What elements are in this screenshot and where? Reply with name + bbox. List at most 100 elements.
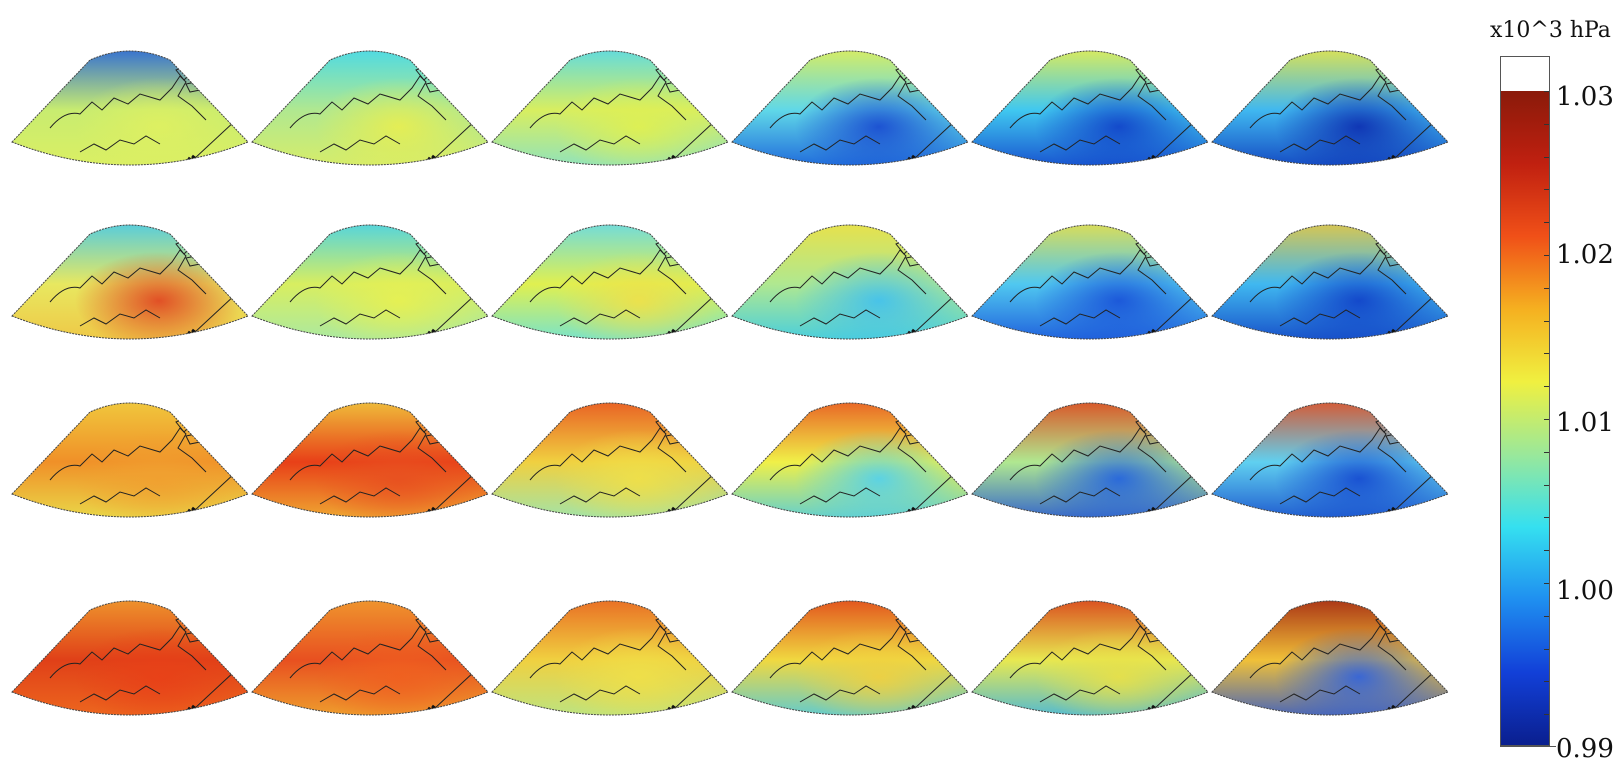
colorbar-minor-tick: [1544, 222, 1549, 224]
colorbar-minor-tick: [1544, 583, 1549, 584]
map-frame: [731, 224, 969, 340]
pressure-map: [971, 224, 1209, 340]
colorbar-minor-tick: [1544, 550, 1549, 552]
pressure-map: [731, 402, 969, 518]
colorbar-minor-tick: [1544, 123, 1549, 125]
pressure-anomaly: [732, 51, 968, 165]
pressure-anomaly: [1212, 403, 1448, 517]
map-panel: [250, 214, 490, 354]
colorbar-minor-tick: [1544, 451, 1549, 453]
pressure-map: [1211, 402, 1449, 518]
colorbar-minor-tick: [1544, 255, 1549, 256]
colorbar-minor-tick: [1544, 156, 1549, 158]
coastline: [559, 135, 641, 153]
map-frame: [1211, 50, 1449, 166]
map-frame: [491, 50, 729, 166]
map-panel: [10, 392, 250, 532]
pressure-anomaly: [732, 403, 968, 517]
coastline: [559, 685, 641, 703]
colorbar-minor-tick: [1544, 615, 1549, 617]
map-panel: [730, 590, 970, 730]
pressure-anomaly: [1212, 51, 1448, 165]
pressure-anomaly: [12, 601, 248, 715]
coastline: [799, 685, 881, 703]
pressure-map: [11, 50, 249, 166]
pressure-map: [11, 600, 249, 716]
coastline: [1279, 487, 1361, 505]
pressure-map: [251, 224, 489, 340]
pressure-map: [491, 224, 729, 340]
map-panel: [10, 214, 250, 354]
map-panel: [970, 590, 1210, 730]
map-panel: [250, 40, 490, 180]
colorbar-minor-tick: [1544, 419, 1549, 420]
pressure-anomaly: [492, 51, 728, 165]
coastline: [79, 309, 161, 327]
colorbar-tick-label: 0.990: [1556, 734, 1615, 764]
map-frame: [11, 224, 249, 340]
map-frame: [251, 50, 489, 166]
colorbar-minor-tick: [1544, 386, 1549, 388]
colorbar-minor-tick: [1544, 714, 1549, 716]
colorbar-minor-tick: [1544, 353, 1549, 355]
map-panel: [970, 40, 1210, 180]
pressure-anomaly: [12, 225, 248, 339]
map-panel: [10, 40, 250, 180]
coastline: [799, 135, 881, 153]
pressure-map: [251, 50, 489, 166]
map-panel: [490, 214, 730, 354]
map-panel: [1210, 214, 1450, 354]
map-panel: [730, 40, 970, 180]
pressure-map: [731, 600, 969, 716]
coastline: [1039, 309, 1121, 327]
pressure-map: [971, 50, 1209, 166]
pressure-anomaly: [492, 601, 728, 715]
pressure-anomaly: [12, 51, 248, 165]
map-frame: [1211, 224, 1449, 340]
map-panel: [730, 392, 970, 532]
colorbar-ramp: [1501, 91, 1549, 745]
coastline: [1279, 135, 1361, 153]
map-frame: [491, 402, 729, 518]
coastline: [79, 135, 161, 153]
colorbar-minor-tick: [1544, 320, 1549, 322]
colorbar-minor-tick: [1544, 91, 1549, 92]
map-frame: [731, 50, 969, 166]
coastline: [799, 487, 881, 505]
coastline: [319, 685, 401, 703]
pressure-map: [251, 600, 489, 716]
pressure-anomaly: [252, 225, 488, 339]
pressure-map: [1211, 224, 1449, 340]
coastline: [79, 487, 161, 505]
pressure-anomaly: [252, 51, 488, 165]
colorbar-minor-tick: [1544, 517, 1549, 519]
map-panel: [1210, 590, 1450, 730]
coastline: [559, 309, 641, 327]
coastline: [319, 309, 401, 327]
coastline: [1039, 135, 1121, 153]
map-panel: [970, 392, 1210, 532]
coastline: [1039, 685, 1121, 703]
map-frame: [251, 224, 489, 340]
pressure-anomaly: [972, 601, 1208, 715]
colorbar-minor-tick: [1544, 287, 1549, 289]
pressure-anomaly: [732, 601, 968, 715]
colorbar-tick-label: 1.03: [1556, 82, 1614, 112]
pressure-map: [11, 224, 249, 340]
colorbar-minor-tick: [1544, 681, 1549, 683]
map-panel: [970, 214, 1210, 354]
map-frame: [11, 402, 249, 518]
pressure-map: [491, 402, 729, 518]
coastline: [1279, 685, 1361, 703]
map-frame: [971, 600, 1209, 716]
map-panel: [490, 590, 730, 730]
colorbar-bottom-line: [1500, 746, 1556, 747]
colorbar-minor-tick: [1544, 189, 1549, 191]
pressure-map: [731, 224, 969, 340]
pressure-anomaly: [492, 225, 728, 339]
map-panel: [1210, 40, 1450, 180]
map-panel: [250, 392, 490, 532]
map-frame: [971, 50, 1209, 166]
map-frame: [11, 50, 249, 166]
